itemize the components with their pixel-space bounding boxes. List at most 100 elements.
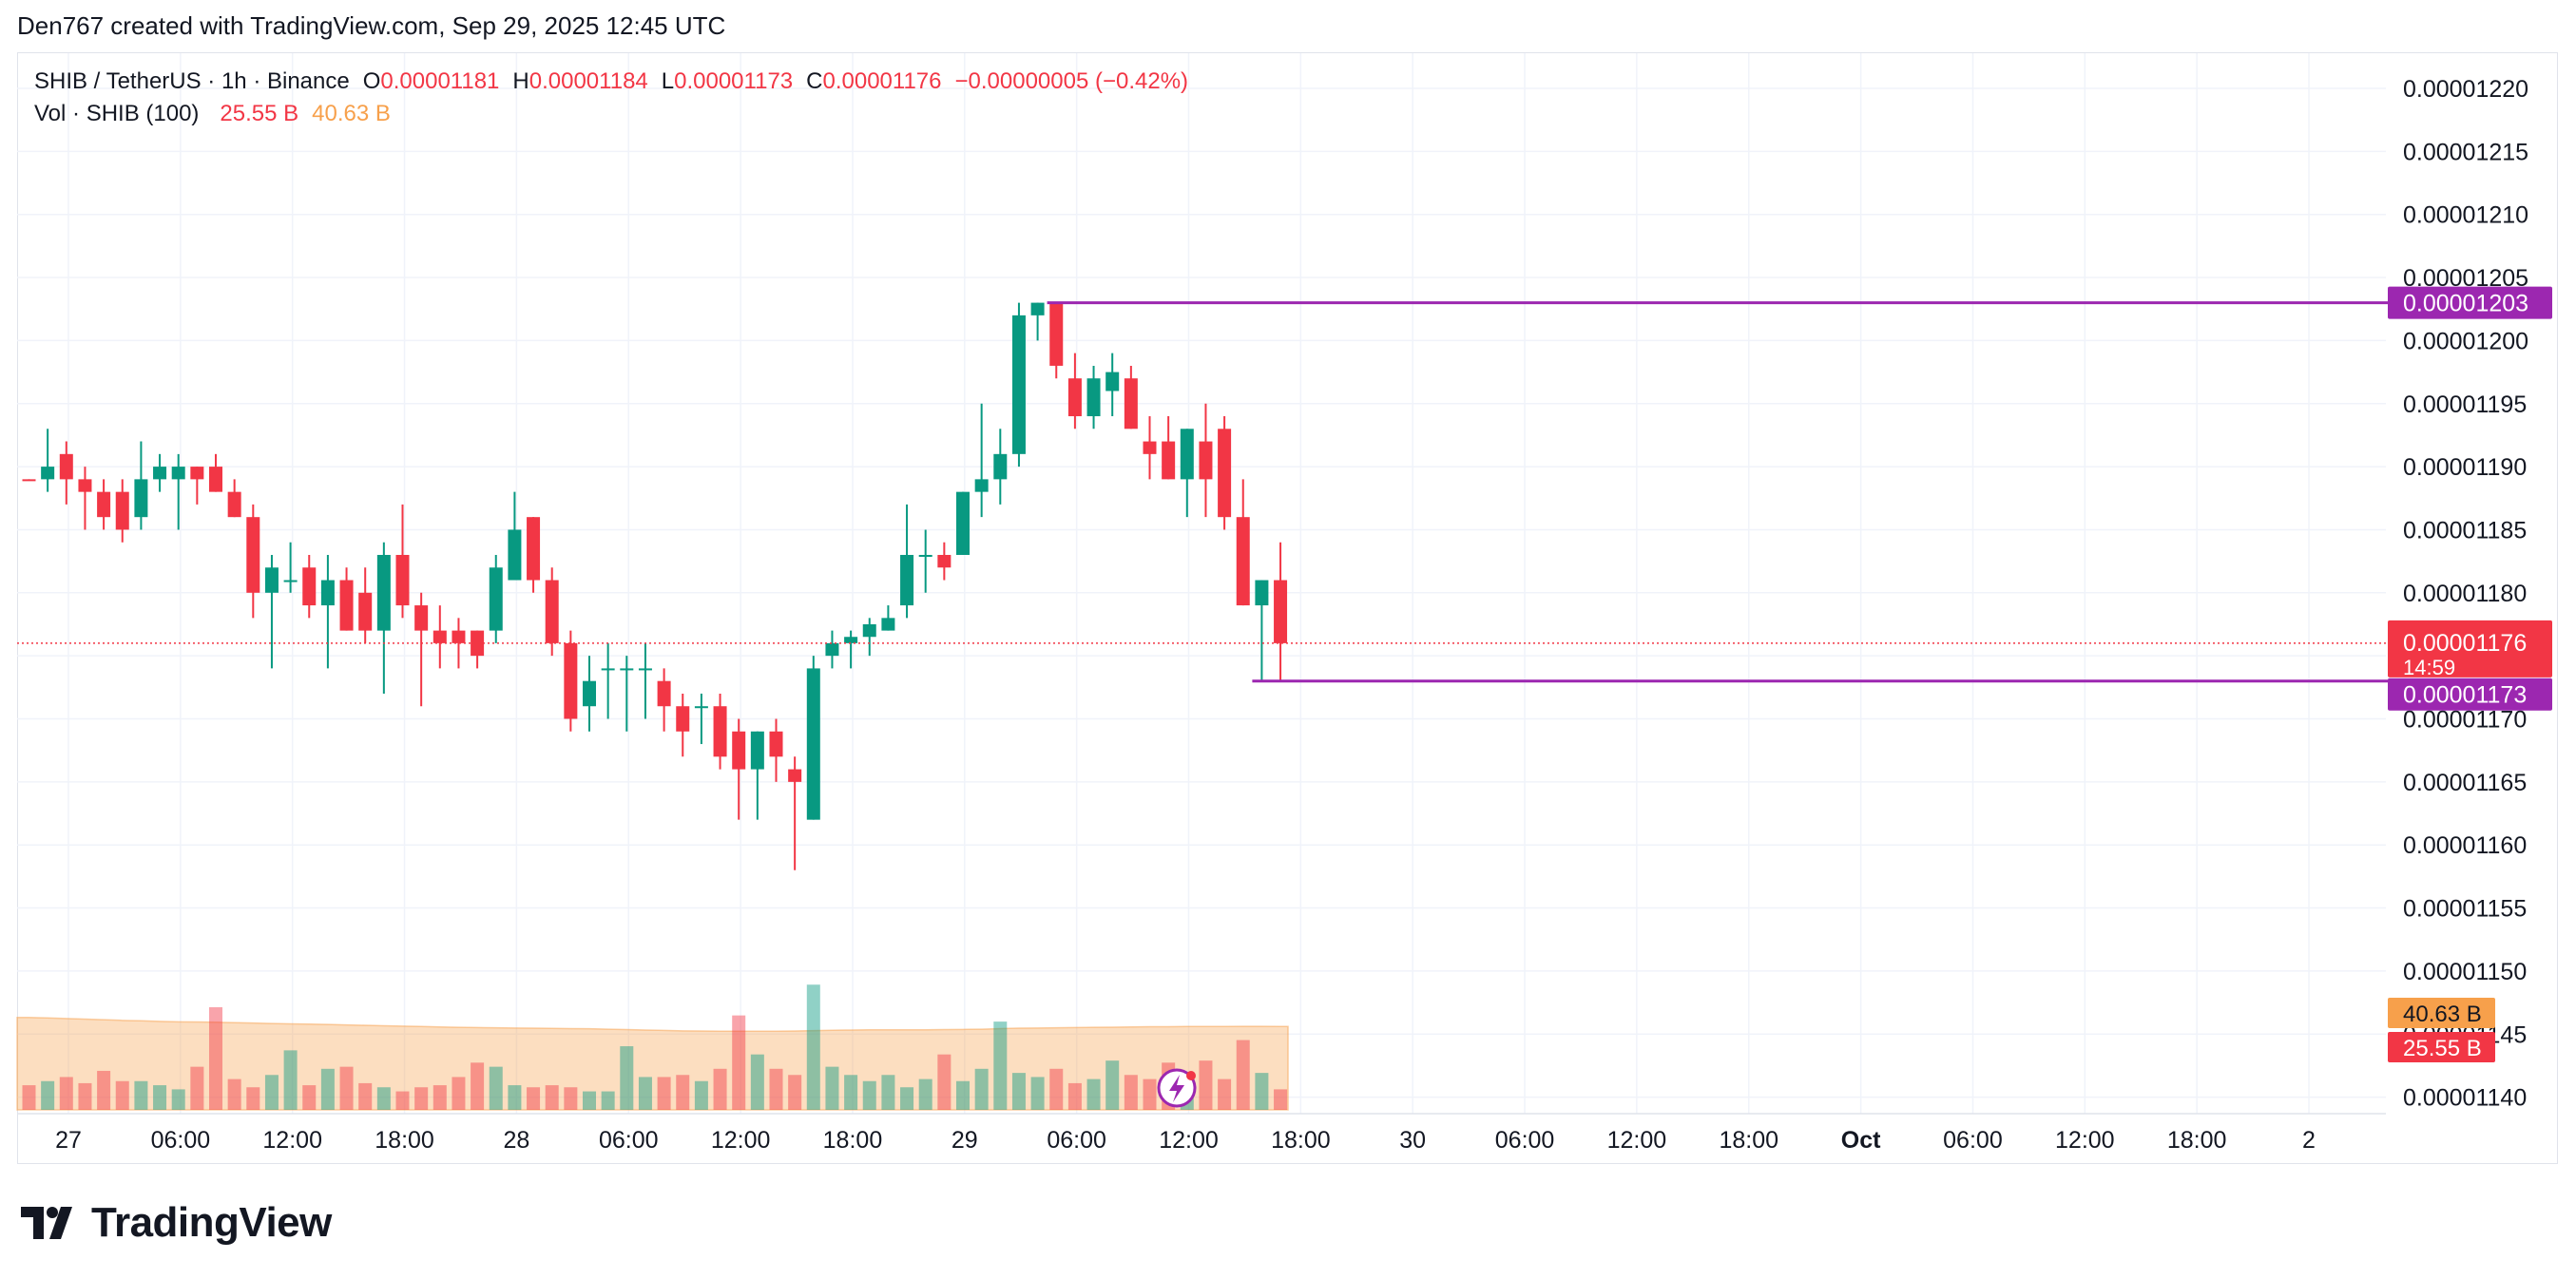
candle-body <box>769 731 783 757</box>
volume-bar <box>1143 1079 1157 1110</box>
time-tick-label: 29 <box>952 1127 978 1154</box>
candle-body <box>825 642 839 657</box>
candle-body <box>1049 302 1064 366</box>
volume-bar <box>153 1085 167 1110</box>
volume-bar <box>1236 1040 1250 1110</box>
volume-bar <box>41 1080 55 1110</box>
candle-body <box>452 630 466 643</box>
time-tick-label: 12:00 <box>711 1127 771 1154</box>
ohlc-legend: SHIB / TetherUS · 1h · Binance O0.0000118… <box>34 68 1188 95</box>
last-price-label: 0.00001176 <box>2403 630 2527 657</box>
candle-body <box>1255 580 1269 606</box>
candle-body <box>1180 429 1194 480</box>
tradingview-brand-text: TradingView <box>91 1199 332 1246</box>
high-value: 0.00001184 <box>529 68 648 94</box>
volume-bar <box>134 1080 148 1110</box>
volume-bar <box>881 1075 895 1110</box>
volume-bar <box>825 1066 839 1110</box>
tradingview-logo[interactable]: TradingView <box>21 1199 332 1247</box>
volume-bar <box>788 1075 802 1110</box>
volume-bar <box>900 1087 914 1110</box>
volume-ma-tag-label: 40.63 B <box>2403 1002 2482 1027</box>
volume-bar <box>956 1080 970 1110</box>
volume-bar <box>320 1068 335 1110</box>
candle-body <box>601 668 615 671</box>
candle-body <box>750 731 764 770</box>
grid-lines <box>17 53 2386 1114</box>
candle-body <box>1162 441 1176 480</box>
volume-bar <box>283 1050 298 1110</box>
time-tick-label: 12:00 <box>1607 1127 1667 1154</box>
volume-bar <box>97 1070 111 1110</box>
time-tick-label: 12:00 <box>2055 1127 2115 1154</box>
candle-body <box>918 554 932 557</box>
volume-ma-area <box>16 1017 1289 1111</box>
time-tick-label: 30 <box>1399 1127 1426 1154</box>
price-tick-label: 0.00001170 <box>2403 707 2527 734</box>
candle-body <box>134 479 148 518</box>
volume-bar <box>395 1091 410 1110</box>
price-tick-label: 0.00001215 <box>2403 139 2528 165</box>
volume-label[interactable]: Vol · SHIB (100) <box>34 101 200 126</box>
time-tick-label: 18:00 <box>1271 1127 1331 1154</box>
volume-bar <box>564 1087 578 1110</box>
candle-body <box>956 491 970 555</box>
candle-body <box>1086 378 1101 417</box>
candles <box>22 302 1288 870</box>
candle-body <box>1143 441 1157 454</box>
volume-bar <box>1274 1089 1288 1110</box>
candle-body <box>433 630 447 643</box>
change-value: −0.00000005 (−0.42%) <box>954 68 1189 94</box>
lightning-icon[interactable] <box>1157 1068 1197 1108</box>
volume-bar <box>601 1091 615 1110</box>
volume-ma-value: 40.63 B <box>312 101 391 126</box>
candle-body <box>209 467 222 492</box>
candle-body <box>788 769 802 782</box>
candle-body <box>620 668 634 671</box>
chart-frame[interactable] <box>17 52 2558 1164</box>
volume-ma-area-shape <box>16 1017 1289 1111</box>
candle-body <box>1030 302 1045 315</box>
candle-body <box>171 467 185 480</box>
time-tick-label: 06:00 <box>1943 1127 2003 1154</box>
candle-body <box>1124 378 1138 430</box>
volume-bar <box>59 1077 73 1110</box>
candle-body <box>676 706 690 732</box>
candle-body <box>657 680 671 707</box>
volume-bar <box>1255 1073 1269 1110</box>
time-tick-label: 12:00 <box>262 1127 322 1154</box>
candle-body <box>1067 378 1082 417</box>
symbol-label[interactable]: SHIB / TetherUS · 1h · Binance <box>34 68 350 94</box>
volume-bar <box>1049 1068 1064 1110</box>
volume-bar <box>769 1068 783 1110</box>
volume-bar <box>1124 1075 1138 1110</box>
candle-body <box>1105 372 1120 391</box>
candle-body <box>22 479 36 482</box>
volume-bar <box>732 1015 746 1110</box>
time-tick-label: 06:00 <box>1047 1127 1106 1154</box>
candle-body <box>564 642 578 719</box>
candle-body <box>508 529 522 581</box>
volume-bar <box>545 1085 559 1110</box>
volume-bar <box>471 1062 485 1110</box>
candle-body <box>583 680 596 707</box>
price-tick-label: 0.00001220 <box>2403 76 2528 103</box>
volume-bar <box>527 1087 541 1110</box>
candle-body <box>1274 580 1288 643</box>
price-tick-label: 0.00001140 <box>2403 1085 2527 1112</box>
volume-bar <box>209 1007 222 1110</box>
volume-bar <box>1218 1079 1232 1110</box>
high-key: H <box>512 68 529 94</box>
volume-bar <box>302 1085 317 1110</box>
time-tick-label: 06:00 <box>151 1127 211 1154</box>
price-tick-label: 0.00001185 <box>2403 517 2527 544</box>
volume-bar <box>78 1082 92 1110</box>
price-tick-label: 0.00001200 <box>2403 328 2528 354</box>
tradingview-logo-icon <box>21 1207 72 1239</box>
volume-bar <box>806 984 820 1110</box>
price-tick-label: 0.00001190 <box>2403 454 2527 481</box>
time-tick-label: Oct <box>1841 1127 1881 1154</box>
candle-body <box>1236 517 1250 606</box>
